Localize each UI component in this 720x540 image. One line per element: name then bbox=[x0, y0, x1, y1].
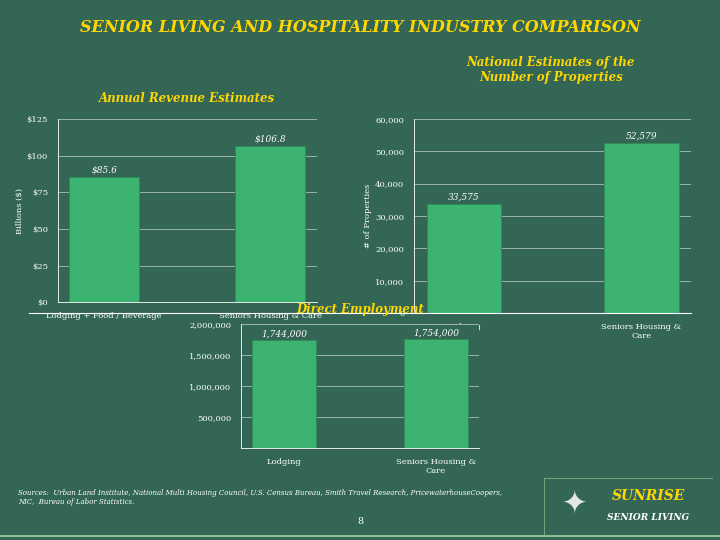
Text: 52,579: 52,579 bbox=[626, 132, 657, 140]
Bar bbox=[69, 177, 139, 302]
Text: $85.6: $85.6 bbox=[91, 165, 117, 174]
Text: SUNRISE: SUNRISE bbox=[612, 489, 685, 503]
Text: SENIOR LIVING AND HOSPITALITY INDUSTRY COMPARISON: SENIOR LIVING AND HOSPITALITY INDUSTRY C… bbox=[80, 19, 640, 36]
Text: Direct Employment: Direct Employment bbox=[296, 303, 424, 316]
Bar bbox=[426, 205, 501, 313]
Y-axis label: Billions ($): Billions ($) bbox=[16, 187, 24, 234]
Text: $106.8: $106.8 bbox=[254, 134, 286, 143]
Text: Sources:  Urban Land Institute, National Multi Housing Council, U.S. Census Bure: Sources: Urban Land Institute, National … bbox=[18, 489, 503, 506]
Bar bbox=[252, 340, 316, 448]
Text: 8: 8 bbox=[357, 517, 363, 526]
Text: 1,744,000: 1,744,000 bbox=[261, 329, 307, 339]
Text: SENIOR LIVING: SENIOR LIVING bbox=[608, 513, 690, 522]
Y-axis label: # of Properties: # of Properties bbox=[364, 184, 372, 248]
Bar bbox=[604, 143, 679, 313]
Bar bbox=[404, 339, 468, 448]
Text: 33,575: 33,575 bbox=[448, 193, 480, 202]
Text: ✦: ✦ bbox=[562, 489, 587, 518]
Text: 1,754,000: 1,754,000 bbox=[413, 329, 459, 338]
Text: National Estimates of the
Number of Properties: National Estimates of the Number of Prop… bbox=[467, 56, 635, 84]
Text: Annual Revenue Estimates: Annual Revenue Estimates bbox=[99, 92, 275, 105]
Bar bbox=[235, 146, 305, 302]
